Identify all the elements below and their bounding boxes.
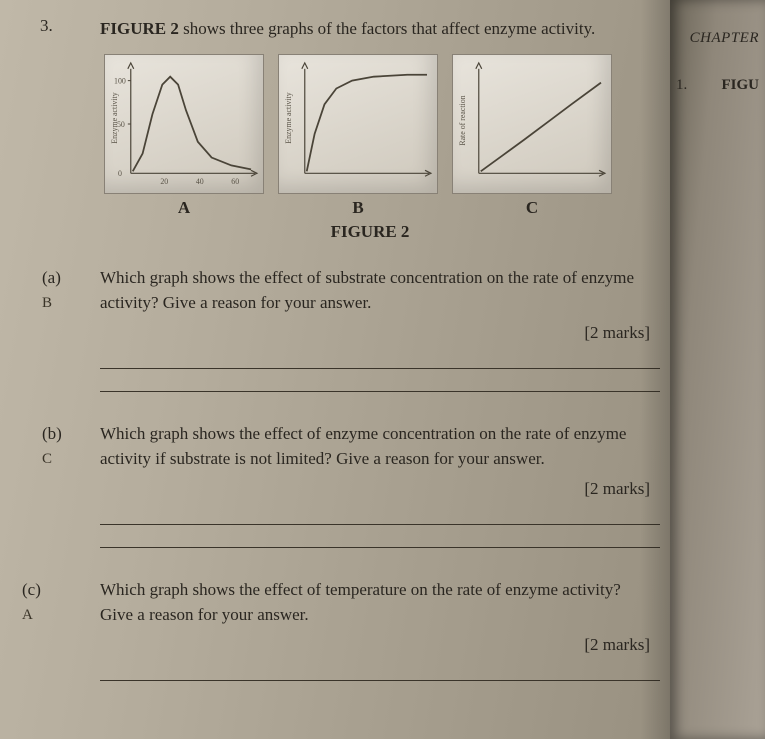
- question-b: (b) C Which graph shows the effect of en…: [40, 422, 670, 502]
- question-a-text: Which graph shows the effect of substrat…: [100, 268, 634, 312]
- question-number: 3.: [40, 16, 53, 36]
- right-page-fig: FIGU: [722, 77, 760, 94]
- chart-c: Rate of reaction: [452, 54, 612, 194]
- question-c-handwritten: A: [22, 605, 100, 627]
- chart-b-ylabel: Enzyme activity: [284, 92, 293, 143]
- textbook-page-left: 3. FIGURE 2 shows three graphs of the fa…: [0, 0, 680, 739]
- figure-row: Enzyme activity 0 50 100 20 40 60 Enzyme…: [104, 54, 670, 194]
- figure-caption: FIGURE 2: [70, 222, 670, 242]
- svg-text:40: 40: [196, 177, 204, 186]
- question-b-label: (b): [42, 422, 100, 447]
- question-c-label: (c): [22, 578, 100, 603]
- question-a: (a) B Which graph shows the effect of su…: [40, 266, 670, 346]
- chart-labels-row: A B C: [104, 198, 670, 218]
- heading-text: shows three graphs of the factors that a…: [179, 19, 595, 38]
- chart-b: Enzyme activity: [278, 54, 438, 194]
- answer-line: [100, 680, 660, 681]
- chart-b-curve: [307, 75, 427, 172]
- question-a-handwritten: B: [42, 293, 100, 315]
- question-b-text: Which graph shows the effect of enzyme c…: [100, 424, 626, 468]
- chart-b-label: B: [278, 198, 438, 218]
- answer-line: [100, 547, 660, 548]
- chapter-label: CHAPTER: [676, 30, 759, 47]
- svg-text:20: 20: [160, 177, 168, 186]
- question-c-marks: [2 marks]: [100, 633, 650, 658]
- figure-heading: FIGURE 2 shows three graphs of the facto…: [100, 18, 670, 40]
- chart-a-curve: [133, 77, 251, 172]
- question-c: (c) A Which graph shows the effect of te…: [40, 578, 670, 658]
- question-b-marks: [2 marks]: [100, 477, 650, 502]
- chart-c-label: C: [452, 198, 612, 218]
- chart-c-curve: [481, 83, 601, 172]
- question-a-label: (a): [42, 266, 100, 291]
- question-c-text: Which graph shows the effect of temperat…: [100, 580, 621, 624]
- answer-line: [100, 524, 660, 525]
- chart-c-ylabel: Rate of reaction: [458, 95, 467, 145]
- answer-line: [100, 391, 660, 392]
- svg-text:60: 60: [231, 177, 239, 186]
- answer-line: [100, 368, 660, 369]
- question-b-handwritten: C: [42, 449, 100, 471]
- chart-a: Enzyme activity 0 50 100 20 40 60: [104, 54, 264, 194]
- textbook-page-right: CHAPTER 1. FIGU: [670, 0, 765, 739]
- svg-text:50: 50: [117, 120, 125, 129]
- right-page-num: 1.: [676, 77, 687, 94]
- chart-a-label: A: [104, 198, 264, 218]
- question-a-marks: [2 marks]: [100, 321, 650, 346]
- svg-text:0: 0: [118, 169, 122, 178]
- chart-a-ylabel: Enzyme activity: [110, 92, 119, 143]
- svg-text:100: 100: [114, 77, 126, 86]
- heading-bold: FIGURE 2: [100, 19, 179, 38]
